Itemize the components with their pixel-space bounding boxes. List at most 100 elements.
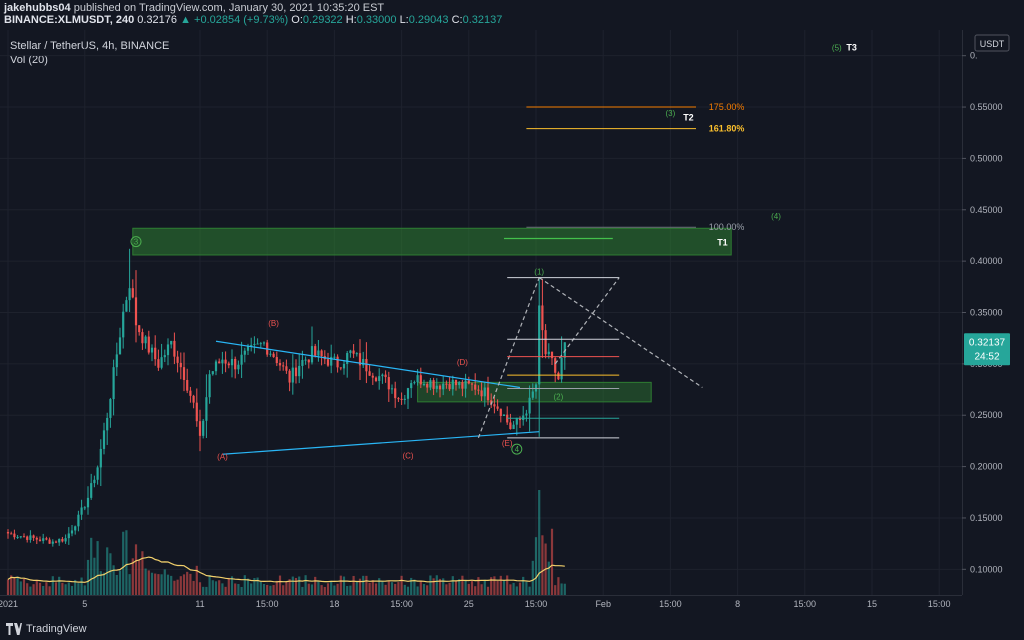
symbol-line: BINANCE:XLMUSDT, 240 0.32176 ▲ +0.02854 …	[4, 14, 502, 26]
candle-body	[90, 483, 93, 498]
candle-body	[13, 533, 16, 538]
volume-bar	[445, 584, 448, 595]
candle-body	[474, 384, 477, 390]
series-legend[interactable]: Stellar / TetherUS, 4h, BINANCE	[10, 40, 170, 52]
candle-body	[176, 356, 179, 363]
candle-body	[141, 332, 144, 344]
volume-bar	[269, 585, 272, 595]
author-name[interactable]: jakehubbs04	[4, 2, 71, 14]
candle-body	[214, 361, 218, 372]
candle-body	[355, 353, 358, 355]
volume-bar	[301, 586, 304, 595]
candle-body	[125, 300, 128, 312]
candle-body	[157, 359, 160, 368]
volume-bar	[323, 586, 326, 595]
volume-bar	[346, 586, 349, 595]
volume-bar	[45, 582, 48, 595]
candle-body	[368, 371, 371, 376]
ohlc-l-key: L:	[399, 14, 409, 26]
candle-body	[205, 397, 208, 421]
candle-body	[499, 408, 502, 417]
volume-bar	[141, 551, 144, 595]
volume-bar	[432, 578, 435, 595]
candle-body	[211, 371, 214, 375]
candle-body	[285, 366, 288, 371]
volume-bar	[154, 573, 157, 595]
volume-bar	[458, 579, 461, 595]
price-change: ▲ +0.02854 (+9.73%)	[180, 14, 289, 26]
candle-body	[256, 343, 259, 345]
candle-body	[438, 385, 442, 390]
volume-bar	[541, 535, 544, 595]
candle-body	[362, 358, 365, 366]
volume-bar	[298, 576, 301, 595]
candle-body	[560, 357, 563, 380]
candle-body	[32, 535, 35, 538]
candle-body	[192, 395, 195, 403]
volume-bar	[38, 582, 42, 595]
volume-layer	[6, 490, 566, 595]
volume-bar	[16, 576, 19, 595]
price-tick-label: 0.	[970, 51, 978, 61]
volume-bar	[192, 580, 195, 595]
candle-body	[109, 399, 112, 418]
candle-body	[314, 346, 317, 356]
volume-bar	[42, 585, 45, 595]
candle-body	[426, 383, 429, 388]
candle-body	[131, 288, 134, 298]
brand-name[interactable]: TradingView	[26, 623, 87, 635]
candle-body	[432, 380, 435, 389]
candle-body	[464, 380, 467, 389]
candle-body	[262, 342, 266, 344]
price-tick-label: 0.10000	[970, 564, 1003, 574]
volume-bar	[26, 583, 29, 595]
volume-bar	[48, 586, 51, 595]
candle-body	[467, 380, 470, 384]
volume-bar	[224, 586, 227, 595]
price-tick-label: 0.55000	[970, 102, 1003, 112]
drawings-layer	[215, 106, 703, 455]
candle-body	[195, 402, 198, 422]
candle-body	[147, 336, 150, 353]
volume-bar	[205, 586, 208, 595]
volume-bar	[112, 565, 115, 595]
time-tick-label: 15:00	[256, 599, 279, 609]
candle-body	[410, 383, 413, 389]
candle-body	[554, 358, 557, 373]
price-chart[interactable]: T1 175.00% 161.80% 100.00% T2 T3 3 4 (1) (2) (3) (…	[0, 0, 1024, 619]
volume-legend[interactable]: Vol (20)	[10, 54, 48, 66]
candle-body	[352, 350, 355, 354]
volume-bar	[506, 575, 509, 595]
candle-body	[275, 357, 278, 364]
candle-body	[550, 351, 554, 359]
candle-body	[246, 346, 250, 351]
candle-body	[154, 347, 157, 360]
candle-body	[96, 467, 99, 480]
volume-bar	[221, 583, 224, 595]
volume-bar	[378, 578, 381, 595]
volume-bar	[435, 575, 438, 595]
volume-bar	[362, 575, 365, 595]
volume-bar	[6, 579, 10, 595]
volume-bar	[22, 578, 26, 595]
volume-bar	[554, 585, 557, 595]
wave-label: (1)	[534, 267, 544, 276]
candle-body	[310, 346, 314, 363]
volume-bar	[179, 576, 182, 595]
candle-body	[163, 355, 166, 358]
candle-body	[282, 365, 285, 367]
volume-bar	[262, 583, 266, 595]
candle-body	[397, 398, 400, 400]
candle-body	[77, 514, 80, 527]
volume-bar	[397, 582, 400, 595]
candle-body	[320, 350, 323, 357]
volume-bar	[256, 577, 259, 595]
wave-circle-marker	[130, 236, 142, 248]
candle-body	[269, 353, 272, 355]
volume-bar	[518, 582, 522, 595]
volume-bar	[118, 570, 122, 595]
candle-body	[522, 415, 525, 421]
volume-bar	[131, 558, 134, 595]
volume-bar	[147, 570, 150, 595]
wave-label: (C)	[402, 451, 413, 460]
